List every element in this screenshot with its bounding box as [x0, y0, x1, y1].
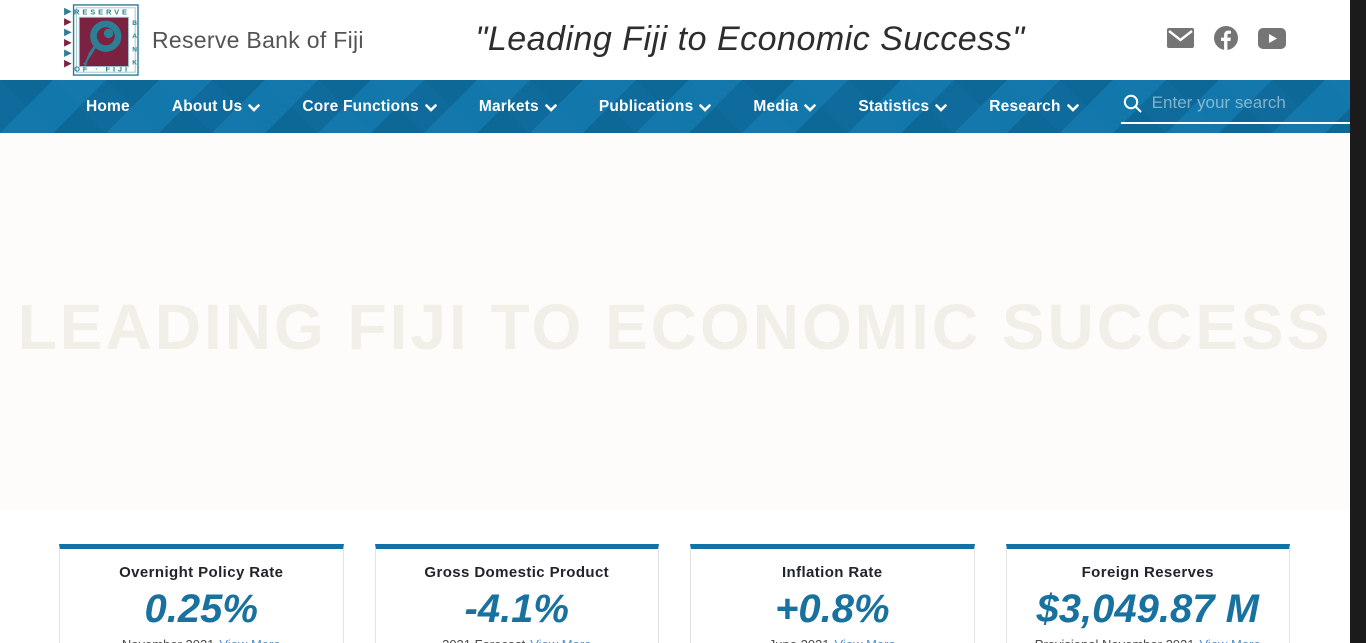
search-icon[interactable] — [1123, 94, 1142, 113]
card-overnight-policy-rate: Overnight Policy Rate 0.25% November 202… — [59, 544, 344, 643]
card-subline: November 2021 View More — [60, 637, 343, 643]
card-value: +0.8% — [774, 587, 890, 631]
nav-label: About Us — [171, 97, 243, 115]
card-value: -4.1% — [464, 587, 570, 631]
view-more-link[interactable]: View More — [1200, 637, 1261, 643]
nav-item-publications[interactable]: Publications — [599, 98, 712, 116]
svg-text:B: B — [132, 20, 137, 27]
card-title: Inflation Rate — [781, 564, 883, 581]
card-date: June 2021 — [769, 637, 830, 643]
main-nav: Home About Us Core Functions Markets Pub… — [0, 80, 1350, 133]
card-subline: Provisional November 2021 View More — [1007, 637, 1290, 643]
rbf-logo[interactable]: RESERVE B A N K OF · FIJI — [64, 4, 140, 76]
stat-cards-row: Overnight Policy Rate 0.25% November 202… — [0, 544, 1350, 643]
site-title: Reserve Bank of Fiji — [152, 26, 364, 53]
nav-label: Publications — [598, 97, 694, 115]
card-date: 2021 Forecast — [442, 637, 525, 643]
card-title: Foreign Reserves — [1081, 564, 1214, 581]
youtube-icon[interactable] — [1258, 27, 1286, 49]
hero-banner: LEADING FIJI TO ECONOMIC SUCCESS — [0, 133, 1350, 510]
nav-label: Research — [989, 97, 1061, 115]
nav-label: Statistics — [858, 97, 930, 115]
right-dark-strip — [1350, 0, 1366, 643]
nav-item-markets[interactable]: Markets — [479, 98, 557, 116]
logo-left-triangles — [64, 7, 72, 68]
card-title: Gross Domestic Product — [424, 564, 610, 581]
nav-label: Home — [86, 97, 130, 115]
svg-text:N: N — [132, 46, 137, 53]
chevron-down-icon — [1066, 104, 1079, 112]
card-value: 0.25% — [144, 587, 258, 631]
nav-item-statistics[interactable]: Statistics — [858, 97, 948, 116]
card-value: $3,049.87 M — [1036, 587, 1259, 631]
search-bar — [1120, 89, 1350, 124]
svg-text:OF · FIJI: OF · FIJI — [74, 64, 130, 73]
card-title: Overnight Policy Rate — [119, 564, 284, 581]
logo-shell-motif — [83, 20, 122, 67]
tagline: "Leading Fiji to Economic Success" — [475, 20, 1025, 58]
chevron-down-icon — [248, 104, 261, 112]
chevron-down-icon — [425, 104, 437, 112]
nav-item-media[interactable]: Media — [753, 97, 817, 116]
nav-item-research[interactable]: Research — [989, 97, 1079, 116]
svg-text:K: K — [132, 60, 137, 67]
card-inflation-rate: Inflation Rate +0.8% June 2021 View More — [690, 544, 975, 643]
nav-label: Media — [753, 97, 799, 115]
social-links — [1167, 26, 1286, 50]
card-gross-domestic-product: Gross Domestic Product -4.1% 2021 Foreca… — [374, 544, 659, 643]
chevron-down-icon — [545, 104, 557, 112]
chevron-down-icon — [804, 104, 817, 112]
chevron-down-icon — [935, 104, 948, 112]
svg-text:RESERVE: RESERVE — [74, 7, 130, 16]
card-date: Provisional November 2021 — [1035, 637, 1195, 643]
nav-item-core-functions[interactable]: Core Functions — [302, 97, 437, 116]
card-subline: June 2021 View More — [691, 637, 974, 643]
view-more-link[interactable]: View More — [219, 637, 280, 643]
view-more-link[interactable]: View More — [530, 637, 591, 643]
nav-pinwheel-pattern — [0, 80, 1350, 133]
card-subline: 2021 Forecast View More — [376, 637, 659, 643]
nav-label: Markets — [478, 97, 539, 115]
email-icon[interactable] — [1167, 28, 1194, 48]
nav-label: Core Functions — [302, 97, 419, 115]
hero-watermark-text: LEADING FIJI TO ECONOMIC SUCCESS — [17, 291, 1333, 363]
site-header: RESERVE B A N K OF · FIJI Reserve Bank o… — [0, 0, 1350, 80]
nav-item-home[interactable]: Home — [86, 98, 130, 116]
search-input[interactable] — [1151, 93, 1350, 113]
card-date: November 2021 — [122, 637, 215, 643]
card-foreign-reserves: Foreign Reserves $3,049.87 M Provisional… — [1005, 544, 1290, 643]
view-more-link[interactable]: View More — [835, 637, 896, 643]
chevron-down-icon — [699, 104, 712, 112]
nav-item-about-us[interactable]: About Us — [171, 97, 261, 116]
svg-text:A: A — [132, 33, 137, 40]
facebook-icon[interactable] — [1214, 26, 1238, 50]
